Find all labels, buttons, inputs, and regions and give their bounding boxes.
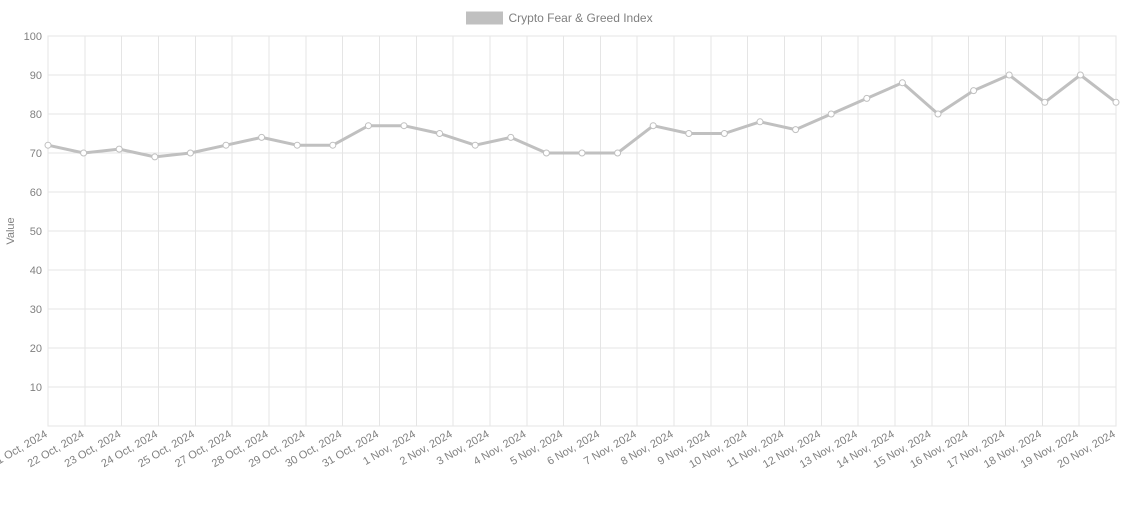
data-point bbox=[401, 123, 407, 129]
y-tick-label: 40 bbox=[30, 265, 42, 277]
y-tick-label: 70 bbox=[30, 148, 42, 160]
data-point bbox=[721, 131, 727, 137]
data-point bbox=[294, 142, 300, 148]
data-point bbox=[899, 80, 905, 86]
y-axis-title: Value bbox=[5, 217, 17, 244]
y-tick-label: 60 bbox=[30, 187, 42, 199]
legend: Crypto Fear & Greed Index bbox=[467, 11, 653, 25]
data-point bbox=[365, 123, 371, 129]
data-point bbox=[615, 150, 621, 156]
data-point bbox=[223, 142, 229, 148]
data-point bbox=[793, 127, 799, 133]
y-tick-label: 30 bbox=[30, 304, 42, 316]
data-point bbox=[259, 134, 265, 140]
y-tick-label: 90 bbox=[30, 70, 42, 82]
data-point bbox=[579, 150, 585, 156]
y-tick-label: 80 bbox=[30, 109, 42, 121]
chart-container: Crypto Fear & Greed Index 10 20 30 40 50 60 70 8… bbox=[0, 0, 1130, 522]
data-point bbox=[935, 111, 941, 117]
data-point bbox=[828, 111, 834, 117]
y-tick-label: 20 bbox=[30, 343, 42, 355]
data-point bbox=[1006, 72, 1012, 78]
data-point bbox=[508, 134, 514, 140]
data-point bbox=[864, 95, 870, 101]
data-point bbox=[543, 150, 549, 156]
data-point bbox=[1113, 99, 1119, 105]
y-tick-label: 10 bbox=[30, 382, 42, 394]
data-point bbox=[330, 142, 336, 148]
data-point bbox=[116, 146, 122, 152]
data-point bbox=[757, 119, 763, 125]
legend-label: Crypto Fear & Greed Index bbox=[509, 11, 653, 25]
data-point bbox=[81, 150, 87, 156]
line-chart: Crypto Fear & Greed Index 10 20 30 40 50 60 70 8… bbox=[0, 0, 1130, 522]
y-tick-label: 100 bbox=[24, 31, 42, 43]
data-point bbox=[971, 88, 977, 94]
data-point bbox=[187, 150, 193, 156]
data-point bbox=[686, 131, 692, 137]
data-point bbox=[152, 154, 158, 160]
data-point bbox=[1042, 99, 1048, 105]
data-point bbox=[437, 131, 443, 137]
y-tick-label: 50 bbox=[30, 226, 42, 238]
data-point bbox=[1077, 72, 1083, 78]
data-point bbox=[45, 142, 51, 148]
legend-swatch bbox=[467, 12, 503, 24]
data-point bbox=[650, 123, 656, 129]
data-point bbox=[472, 142, 478, 148]
